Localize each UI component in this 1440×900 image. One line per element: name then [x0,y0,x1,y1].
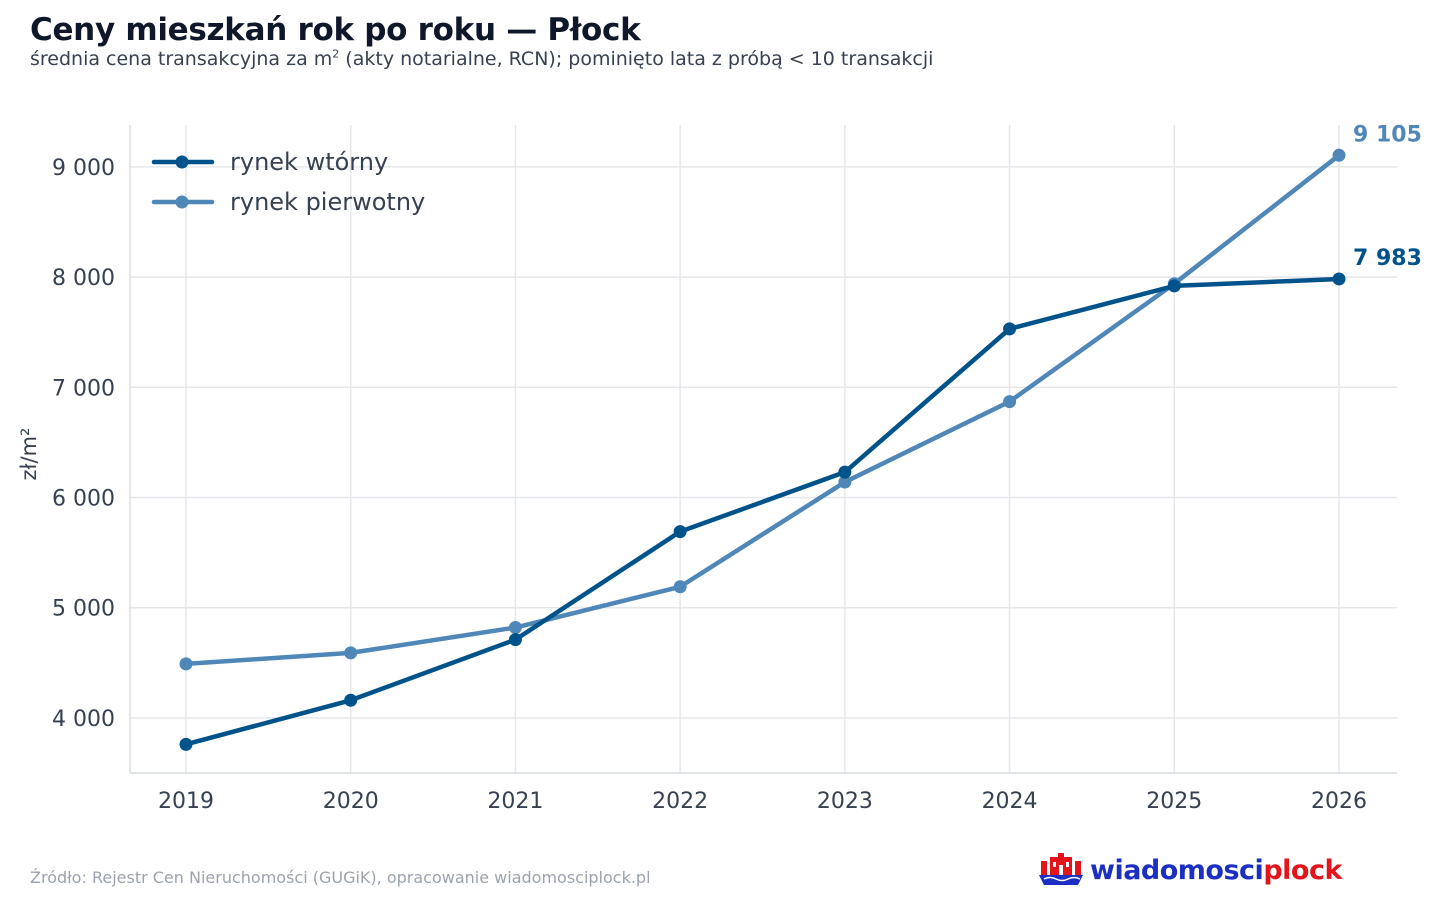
y-tick-label: 9 000 [52,156,115,181]
end-value-label-pierwotny: 9 105 [1353,122,1422,147]
series-line-pierwotny [183,153,1342,667]
data-point-wtorny [508,633,522,647]
subtitle-text: średnia cena transakcyjna za m [30,48,333,70]
y-tick-label: 8 000 [52,266,115,291]
x-tick-label: 2025 [1146,789,1202,814]
legend-label: rynek pierwotny [230,188,425,216]
chart-subtitle: średnia cena transakcyjna za m2 (akty no… [30,48,933,70]
data-point-pierwotny [1003,395,1017,409]
data-point-wtorny [1332,272,1346,286]
data-point-wtorny [838,465,852,479]
source-note: Źródło: Rejestr Cen Nieruchomości (GUGiK… [30,868,651,887]
x-tick-label: 2022 [652,789,708,814]
x-tick-label: 2023 [817,789,873,814]
data-point-pierwotny [673,580,687,594]
legend-marker [175,195,189,209]
data-point-wtorny [1003,322,1017,336]
y-tick-label: 6 000 [52,486,115,511]
data-point-wtorny [344,693,358,707]
data-point-pierwotny [838,475,852,489]
y-tick-label: 5 000 [52,597,115,622]
data-point-wtorny [1167,279,1181,293]
x-tick-label: 2024 [982,789,1038,814]
series-line-wtorny [183,276,1342,747]
data-point-pierwotny [179,657,193,671]
city-castle-icon [1039,853,1083,885]
x-tick-label: 2019 [158,789,214,814]
y-tick-label: 7 000 [52,376,115,401]
legend-label: rynek wtórny [230,148,388,176]
data-point-pierwotny [344,646,358,660]
subtitle-superscript: 2 [332,47,340,61]
x-tick-label: 2026 [1311,789,1367,814]
data-point-pierwotny [508,621,522,635]
legend-marker [175,155,189,169]
y-tick-label: 4 000 [52,707,115,732]
brand-wordmark: wiadomosciplock [1090,855,1342,886]
end-value-label-wtorny: 7 983 [1353,246,1422,271]
brand-wordmark-part1: wiadomosci [1090,854,1264,886]
x-tick-label: 2020 [323,789,379,814]
y-axis-label: zł/m² [17,428,41,481]
brand-wordmark-part2: plock [1263,854,1342,886]
data-point-pierwotny [1332,148,1346,162]
data-point-wtorny [673,525,687,539]
chart-title: Ceny mieszkań rok po roku — Płock [30,12,641,48]
subtitle-text-rest: (akty notarialne, RCN); pominięto lata z… [339,48,934,70]
x-tick-label: 2021 [487,789,543,814]
brand-logo[interactable]: wiadomosciplock [1038,852,1342,888]
data-point-wtorny [179,737,193,751]
